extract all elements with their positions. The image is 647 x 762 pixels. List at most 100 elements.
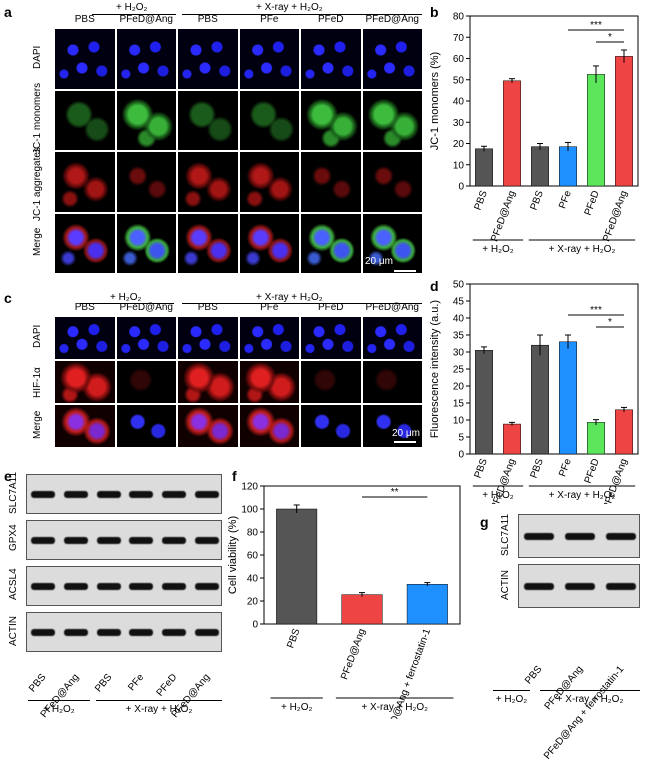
- d-ytick-label-4: 20: [453, 382, 465, 393]
- f-category-label-0: PBS: [285, 627, 302, 650]
- e-blot-slc7a11: [26, 474, 222, 514]
- f-bar-2: [406, 584, 448, 625]
- f-ytick-label-0: 0: [252, 620, 258, 631]
- a-tile-merge-5: [361, 212, 423, 274]
- g-band-actin-1: [565, 583, 595, 590]
- d-bar-1: [503, 423, 521, 455]
- panel-label-b: b: [430, 4, 439, 20]
- e-band-gpx4-4: [162, 537, 186, 544]
- f-ytick-label-1: 20: [247, 597, 259, 608]
- c-tile-dapi-3: [238, 316, 300, 360]
- b-ytick-label-2: 20: [453, 139, 465, 150]
- e-band-slc7a11-0: [31, 491, 56, 498]
- e-blot-actin: [26, 612, 222, 652]
- b-ytick-label-8: 80: [453, 12, 465, 23]
- e-lane-label-0: PBS: [27, 672, 49, 695]
- c-tile-hif-1-4: [300, 360, 362, 404]
- b-category-label-1: PFeD@Ang: [489, 189, 518, 243]
- d-bar-2: [531, 344, 549, 455]
- b-ytick-label-5: 50: [453, 75, 465, 86]
- d-category-label-3: PFe: [557, 457, 574, 478]
- e-group-xray-label: + X-ray + H₂O₂: [125, 704, 193, 715]
- g-band-slc7a11-2: [605, 533, 636, 540]
- group-line-h2o2-a: [92, 14, 176, 15]
- g-lane-label-0: PBS: [523, 664, 545, 687]
- c-row-label-merge: Merge: [32, 410, 43, 439]
- e-band-gpx4-2: [96, 537, 121, 544]
- a-tile-dapi-4: [300, 28, 362, 90]
- g-row-label-slc7a11: SLC7A11: [500, 513, 511, 556]
- d-ytick-label-0: 0: [458, 450, 464, 461]
- c-tile-merge-5: [361, 404, 423, 448]
- e-blot-acsl4: [26, 566, 222, 606]
- scale-label-c: 20 μm: [392, 428, 420, 439]
- a-tile-jc-1-monomers-4: [300, 89, 362, 151]
- group-label-h2o2-c: + H₂O₂: [110, 292, 142, 303]
- e-band-acsl4-4: [162, 583, 186, 590]
- d-category-label-2: PBS: [529, 457, 546, 480]
- g-band-slc7a11-0: [524, 533, 555, 540]
- d-bar-0: [475, 350, 493, 455]
- scale-bar-a: [394, 270, 416, 272]
- d-sig-label-1: ***: [590, 305, 602, 316]
- chart-d: 0 5 10 15 20 25 30 35 40 45 50 Fluorescence intensi…: [429, 280, 639, 504]
- b-bar-0: [475, 148, 493, 187]
- e-band-gpx4-3: [129, 537, 154, 544]
- c-column-label-5: PFeD@Ang: [365, 302, 419, 313]
- a-column-label-1: PFeD@Ang: [119, 14, 173, 25]
- e-band-acsl4-0: [31, 583, 56, 590]
- panel-label-a: a: [4, 4, 12, 20]
- d-group-label-0: + H₂O₂: [482, 490, 514, 501]
- b-group-label-1: + X-ray + H₂O₂: [549, 244, 616, 255]
- f-group-label-0: + H₂O₂: [281, 702, 313, 713]
- a-tile-dapi-1: [115, 28, 177, 90]
- a-column-label-5: PFeD@Ang: [365, 14, 419, 25]
- c-column-label-0: PBS: [74, 302, 95, 313]
- e-lane-label-3: PFe: [126, 672, 147, 694]
- e-lane-label-2: PBS: [92, 672, 115, 695]
- g-row-label-actin: ACTIN: [500, 570, 511, 600]
- g-band-actin-2: [605, 583, 636, 590]
- c-tile-dapi-5: [361, 316, 423, 360]
- d-ylabel: Fluorescence intensity (a.u.): [429, 300, 441, 438]
- c-tile-dapi-2: [177, 316, 239, 360]
- c-tile-hif-1-1: [115, 360, 177, 404]
- b-category-label-4: PFeD: [583, 189, 602, 217]
- a-column-label-0: PBS: [74, 14, 95, 25]
- group-label-xray-a: + X-ray + H₂O₂: [256, 2, 323, 13]
- a-row-label-merge: Merge: [32, 227, 43, 257]
- a-tile-merge-4: [300, 212, 362, 274]
- e-band-acsl4-5: [194, 583, 219, 590]
- e-blot-gpx4: [26, 520, 222, 560]
- panel-label-e: e: [4, 468, 12, 484]
- e-band-gpx4-5: [194, 537, 219, 544]
- scale-label-a: 20 μm: [365, 256, 393, 267]
- e-row-label-acsl4: ACSL4: [8, 568, 19, 600]
- g-group-h2o2-label: + H₂O₂: [495, 694, 528, 705]
- e-row-label-actin: ACTIN: [8, 616, 19, 646]
- d-ytick-label-7: 35: [453, 331, 465, 342]
- a-tile-dapi-3: [238, 28, 300, 90]
- a-tile-dapi-2: [177, 28, 239, 90]
- panel-label-f: f: [232, 468, 237, 484]
- c-tile-hif-1-5: [361, 360, 423, 404]
- c-row-label-hif-1: HIF-1α: [32, 366, 43, 398]
- b-bar-1: [503, 80, 521, 187]
- d-bar-3: [559, 341, 577, 455]
- g-group-xray-label: + X-ray + H₂O₂: [556, 694, 624, 705]
- c-column-label-1: PFeD@Ang: [119, 302, 173, 313]
- b-ytick-label-4: 40: [453, 97, 465, 108]
- e-band-slc7a11-1: [64, 491, 88, 498]
- group-line-xray-a: [182, 14, 422, 15]
- f-bar-0: [276, 508, 318, 625]
- d-ytick-label-8: 40: [453, 314, 465, 325]
- e-band-actin-3: [129, 629, 154, 636]
- b-group-label-0: + H₂O₂: [482, 244, 514, 255]
- a-row-label-dapi: DAPI: [32, 45, 43, 70]
- c-tile-merge-4: [300, 404, 362, 448]
- e-band-slc7a11-4: [162, 491, 186, 498]
- panel-label-d: d: [430, 278, 439, 294]
- d-ytick-label-3: 15: [453, 399, 465, 410]
- a-tile-jc-1-aggregates-4: [300, 151, 362, 213]
- e-band-actin-5: [194, 629, 219, 636]
